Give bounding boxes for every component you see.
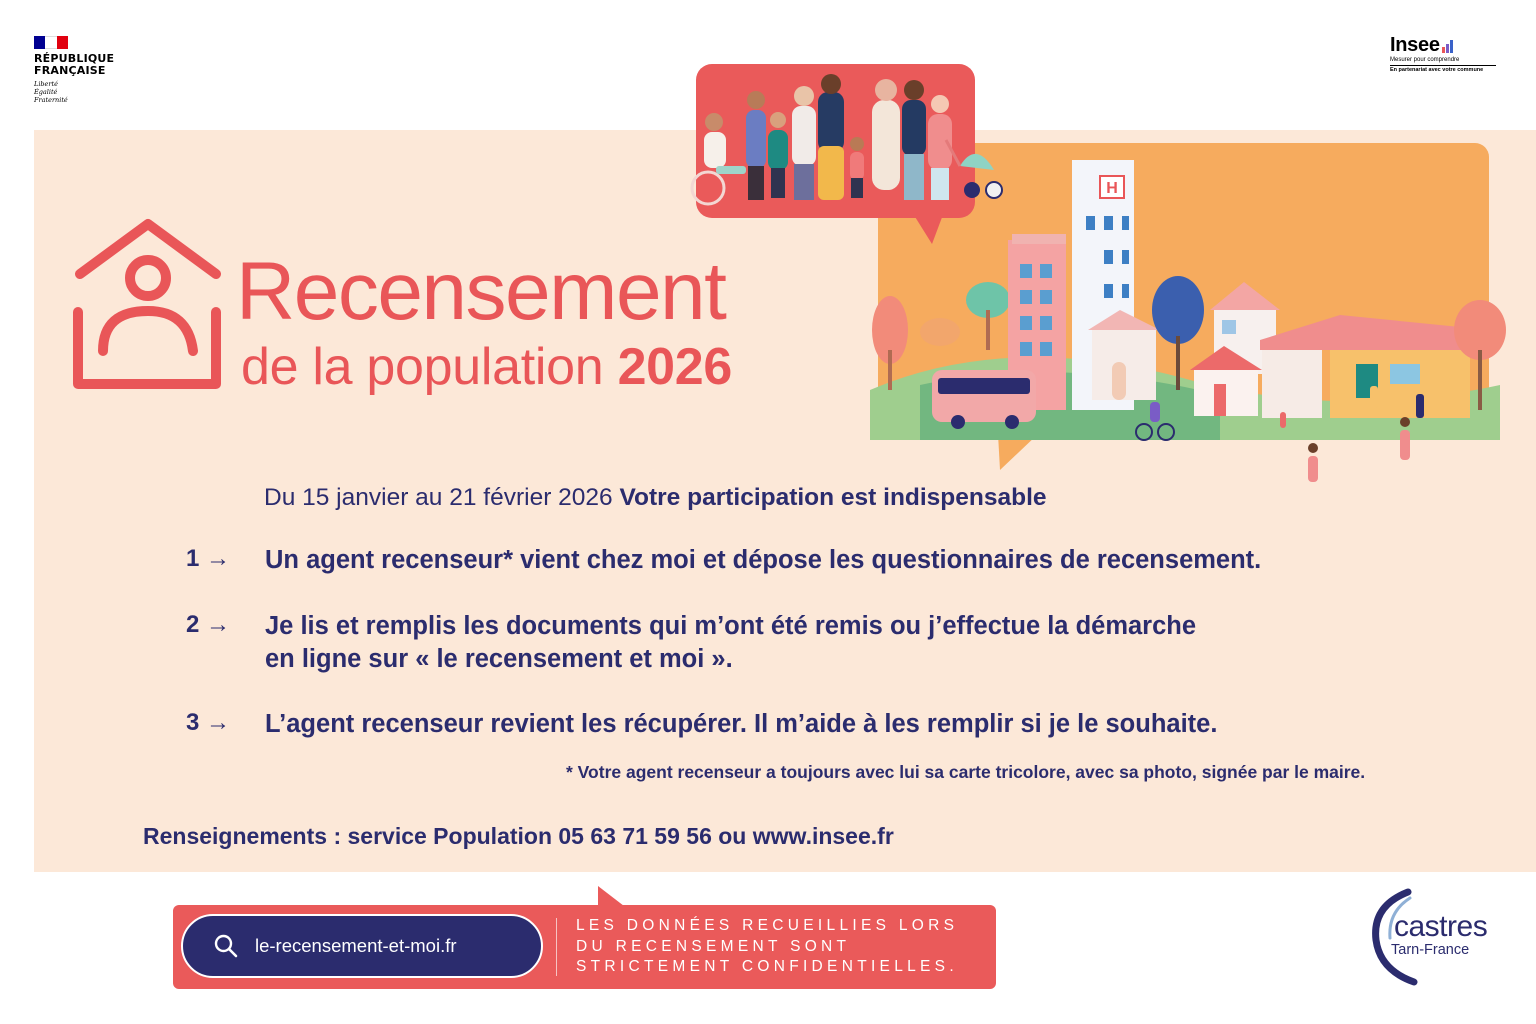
website-url: le-recensement-et-moi.fr — [255, 935, 457, 956]
people-bubble-tail — [912, 212, 944, 244]
website-search-pill[interactable]: le-recensement-et-moi.fr — [181, 914, 543, 978]
french-flag-icon — [34, 36, 68, 49]
step-3-number: 3 → — [186, 709, 231, 736]
confidentiality-line1: LES DONNÉES RECUEILLIES LORS — [576, 917, 959, 934]
search-icon — [214, 934, 238, 958]
insee-name: Insee — [1390, 34, 1440, 56]
dates-period: Du 15 janvier au 21 février 2026 — [264, 484, 613, 511]
confidentiality-text: LES DONNÉES RECUEILLIES LORS DU RECENSEM… — [576, 916, 958, 978]
step-2-number: 2 → — [186, 611, 231, 638]
republique-line1: RÉPUBLIQUE — [34, 52, 115, 65]
republique-francaise-logo: RÉPUBLIQUE FRANÇAISE Liberté Égalité Fra… — [34, 36, 134, 104]
house-person-icon — [73, 219, 221, 389]
motto-fraternite: Fraternité — [34, 96, 68, 104]
subtitle-text: de la population — [241, 338, 604, 396]
step-3-text: L’agent recenseur revient les récupérer.… — [265, 710, 1218, 738]
step-2-text-line2: en ligne sur « le recensement et moi ». — [265, 645, 733, 673]
insee-logo: Insee Mesurer pour comprendre En partena… — [1390, 34, 1502, 74]
castres-name: castres — [1394, 910, 1488, 943]
confidentiality-line2: DU RECENSEMENT SONT — [576, 937, 851, 955]
step-2-text-line1: Je lis et remplis les documents qui m’on… — [265, 612, 1197, 640]
step-1-number: 1 → — [186, 545, 231, 572]
people-illustration — [690, 74, 1003, 206]
participation-emphasis: Votre participation est indispensable — [619, 484, 1047, 511]
confidentiality-line3: STRICTEMENT CONFIDENTIELLES. — [576, 958, 958, 975]
motto-liberte: Liberté — [34, 80, 58, 88]
step-1-text: Un agent recenseur* vient chez moi et dé… — [265, 546, 1262, 574]
page-title: Recensement — [236, 246, 727, 337]
insee-partner-text: En partenariat avec votre commune — [1390, 67, 1484, 73]
banner-notch — [598, 886, 624, 906]
insee-bars-icon — [1441, 34, 1454, 53]
hospital-sign: H — [1106, 180, 1118, 197]
footnote: * Votre agent recenseur a toujours avec … — [566, 762, 1366, 782]
contact-info: Renseignements : service Population 05 6… — [143, 823, 894, 849]
page-subtitle: de la population 2026 — [241, 337, 732, 397]
insee-tagline: Mesurer pour comprendre — [1390, 57, 1460, 63]
banner-divider — [556, 918, 557, 976]
city-illustration: H — [870, 160, 1506, 482]
motto-egalite: Égalité — [34, 88, 58, 96]
dates-line: Du 15 janvier au 21 février 2026 Votre p… — [264, 482, 1047, 514]
republique-line2: FRANÇAISE — [34, 64, 106, 77]
castres-logo-swoosh-icon — [1372, 888, 1418, 986]
castres-subtitle: Tarn-France — [1391, 942, 1470, 958]
subtitle-year: 2026 — [617, 338, 733, 396]
